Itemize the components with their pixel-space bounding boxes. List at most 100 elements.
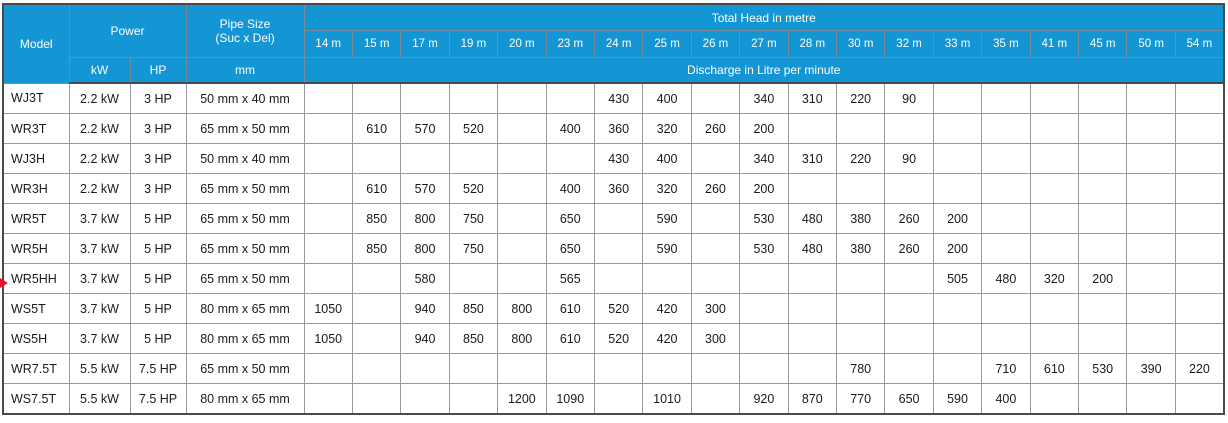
head-column-41m: 41 m bbox=[1029, 30, 1080, 58]
discharge-cell: 530 bbox=[739, 203, 789, 234]
discharge-cell: 320 bbox=[642, 113, 692, 144]
discharge-cell: 340 bbox=[739, 82, 789, 114]
head-column-54m: 54 m bbox=[1174, 30, 1225, 58]
discharge-cell: 380 bbox=[835, 233, 886, 264]
discharge-cell bbox=[400, 143, 450, 174]
discharge-cell bbox=[593, 383, 644, 415]
discharge-cell bbox=[1174, 173, 1225, 204]
discharge-cell bbox=[787, 113, 837, 144]
discharge-cell bbox=[400, 383, 450, 415]
table-row-WR5H: WR5H 3.7 kW 5 HP 65 mm x 50 mm 850 800 750 650 5… bbox=[2, 233, 1225, 264]
power-hp-cell: 3 HP bbox=[129, 173, 187, 204]
discharge-cell: 530 bbox=[739, 233, 789, 264]
discharge-cell bbox=[739, 353, 789, 384]
discharge-cell: 90 bbox=[884, 143, 934, 174]
discharge-cell bbox=[835, 323, 886, 354]
discharge-cell: 750 bbox=[448, 203, 499, 234]
discharge-cell: 570 bbox=[400, 173, 450, 204]
discharge-cell bbox=[1174, 113, 1225, 144]
discharge-cell: 610 bbox=[545, 293, 595, 324]
discharge-cell bbox=[932, 173, 983, 204]
power-hp-cell: 5 HP bbox=[129, 293, 187, 324]
discharge-cell bbox=[1029, 383, 1080, 415]
discharge-cell: 530 bbox=[1078, 353, 1128, 384]
head-column-30m: 30 m bbox=[835, 30, 886, 58]
discharge-cell bbox=[739, 293, 789, 324]
discharge-cell bbox=[981, 323, 1031, 354]
discharge-cell bbox=[787, 173, 837, 204]
discharge-cell: 770 bbox=[835, 383, 886, 415]
pipe-size-cell: 65 mm x 50 mm bbox=[185, 233, 305, 264]
discharge-cell bbox=[1078, 233, 1128, 264]
pipe-size-cell: 65 mm x 50 mm bbox=[185, 353, 305, 384]
discharge-cell bbox=[497, 82, 547, 114]
discharge-cell bbox=[1078, 203, 1128, 234]
discharge-cell bbox=[448, 82, 499, 114]
discharge-cell: 260 bbox=[690, 173, 741, 204]
discharge-cell: 480 bbox=[981, 263, 1031, 294]
head-column-15m: 15 m bbox=[351, 30, 402, 58]
discharge-cell bbox=[1174, 263, 1225, 294]
discharge-cell bbox=[642, 353, 692, 384]
discharge-cell: 200 bbox=[739, 173, 789, 204]
discharge-cell: 580 bbox=[400, 263, 450, 294]
model-cell: WR3T bbox=[2, 113, 70, 144]
discharge-cell: 590 bbox=[642, 203, 692, 234]
discharge-cell bbox=[303, 113, 353, 144]
discharge-cell: 360 bbox=[593, 173, 644, 204]
power-hp-cell: 3 HP bbox=[129, 113, 187, 144]
header-row-head-columns: 14 m 15 m 17 m 19 m 20 m 23 m 24 m 25 m 26 m 27 m… bbox=[3, 30, 1225, 58]
discharge-cell bbox=[400, 353, 450, 384]
discharge-cell bbox=[448, 353, 499, 384]
discharge-cell: 260 bbox=[884, 233, 934, 264]
discharge-cell bbox=[835, 293, 886, 324]
discharge-cell bbox=[690, 233, 741, 264]
discharge-cell bbox=[351, 82, 402, 114]
discharge-cell bbox=[1126, 143, 1176, 174]
discharge-cell bbox=[303, 383, 353, 415]
discharge-cell bbox=[981, 82, 1031, 114]
discharge-cell bbox=[690, 263, 741, 294]
header-kw: kW bbox=[68, 57, 131, 84]
table-row-WJ3T: WJ3T 2.2 kW 3 HP 50 mm x 40 mm 430 400 340 310 2… bbox=[2, 82, 1225, 114]
discharge-cell bbox=[1126, 173, 1176, 204]
table-row-WR3H: WR3H 2.2 kW 3 HP 65 mm x 50 mm 610 570 520 400 3… bbox=[2, 173, 1225, 204]
discharge-cell: 1090 bbox=[545, 383, 595, 415]
discharge-cell bbox=[835, 263, 886, 294]
discharge-cell bbox=[1126, 203, 1176, 234]
discharge-cell bbox=[593, 353, 644, 384]
discharge-cell bbox=[497, 263, 547, 294]
header-pipe-size: Pipe Size (Suc x Del) bbox=[185, 3, 305, 58]
discharge-cell: 320 bbox=[642, 173, 692, 204]
head-column-45m: 45 m bbox=[1078, 30, 1128, 58]
discharge-cell bbox=[1174, 143, 1225, 174]
discharge-cell bbox=[1174, 323, 1225, 354]
power-kw-cell: 3.7 kW bbox=[68, 233, 131, 264]
table-row-WR7.5T: WR7.5T 5.5 kW 7.5 HP 65 mm x 50 mm 780 710 610… bbox=[2, 353, 1225, 384]
power-kw-cell: 3.7 kW bbox=[68, 293, 131, 324]
discharge-cell bbox=[1078, 383, 1128, 415]
discharge-cell: 300 bbox=[690, 323, 741, 354]
pipe-size-cell: 50 mm x 40 mm bbox=[185, 143, 305, 174]
discharge-cell: 200 bbox=[932, 233, 983, 264]
discharge-cell bbox=[497, 143, 547, 174]
power-hp-cell: 5 HP bbox=[129, 323, 187, 354]
discharge-cell bbox=[593, 233, 644, 264]
table-row-WJ3H: WJ3H 2.2 kW 3 HP 50 mm x 40 mm 430 400 340 310 2… bbox=[2, 143, 1225, 174]
discharge-cell: 400 bbox=[642, 143, 692, 174]
discharge-cell bbox=[351, 383, 402, 415]
power-kw-cell: 2.2 kW bbox=[68, 173, 131, 204]
discharge-cell: 1010 bbox=[642, 383, 692, 415]
discharge-cell: 940 bbox=[400, 293, 450, 324]
discharge-cell bbox=[1078, 143, 1128, 174]
header-row-top: Model Power Pipe Size (Suc x Del) Total … bbox=[2, 3, 1225, 84]
table-row-WS5H: WS5H 3.7 kW 5 HP 80 mm x 65 mm 1050 940 850 800… bbox=[2, 323, 1225, 354]
discharge-cell bbox=[351, 293, 402, 324]
discharge-cell bbox=[981, 203, 1031, 234]
discharge-cell bbox=[1078, 323, 1128, 354]
head-column-35m: 35 m bbox=[981, 30, 1031, 58]
discharge-cell bbox=[690, 203, 741, 234]
head-column-19m: 19 m bbox=[448, 30, 499, 58]
power-hp-cell: 3 HP bbox=[129, 82, 187, 114]
